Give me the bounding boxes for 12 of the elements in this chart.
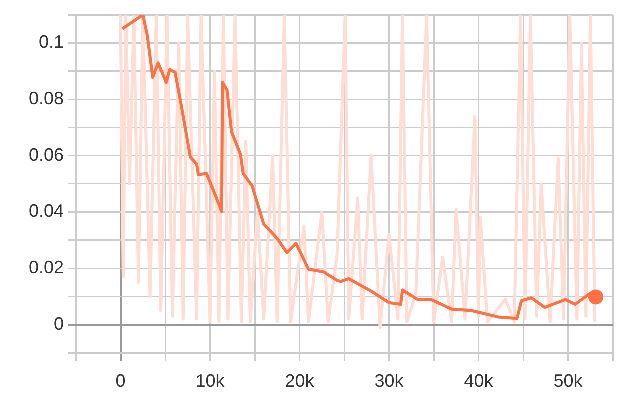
x-tick-label: 10k bbox=[196, 370, 226, 391]
y-tick-label: 0.08 bbox=[28, 88, 64, 108]
y-tick-label: 0.04 bbox=[28, 201, 64, 222]
x-tick-label: 30k bbox=[374, 370, 405, 391]
y-tick-label: 0.1 bbox=[38, 32, 64, 52]
x-tick-label: 50k bbox=[554, 370, 584, 391]
x-tick-label: 40k bbox=[464, 370, 494, 391]
y-tick-label: 0.06 bbox=[28, 144, 64, 165]
x-tick-label: 20k bbox=[285, 370, 316, 391]
x-tick-label: 0 bbox=[116, 370, 126, 391]
y-tick-label: 0 bbox=[54, 314, 64, 334]
y-tick-label: 0.02 bbox=[28, 257, 64, 278]
